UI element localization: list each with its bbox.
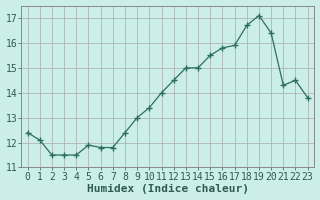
X-axis label: Humidex (Indice chaleur): Humidex (Indice chaleur) [87,184,249,194]
